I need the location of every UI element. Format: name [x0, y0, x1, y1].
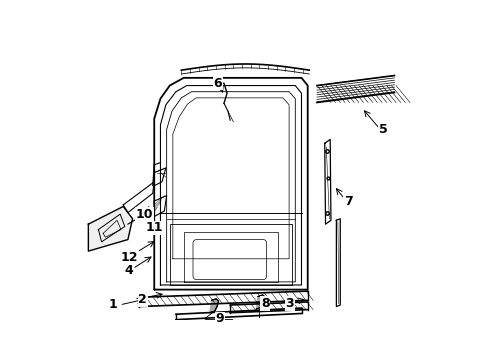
- Polygon shape: [257, 295, 265, 309]
- Text: 11: 11: [146, 221, 163, 234]
- Text: 2: 2: [138, 293, 147, 306]
- Text: 7: 7: [343, 194, 352, 208]
- Text: 9: 9: [216, 312, 224, 325]
- Text: 4: 4: [124, 264, 133, 277]
- Polygon shape: [88, 206, 133, 251]
- Text: 10: 10: [135, 208, 153, 221]
- Polygon shape: [210, 299, 219, 313]
- Text: 1: 1: [109, 298, 118, 311]
- Text: 3: 3: [286, 297, 294, 310]
- Text: 8: 8: [261, 297, 270, 310]
- Text: 5: 5: [378, 123, 387, 136]
- Text: 6: 6: [214, 77, 222, 90]
- Text: 12: 12: [121, 251, 138, 264]
